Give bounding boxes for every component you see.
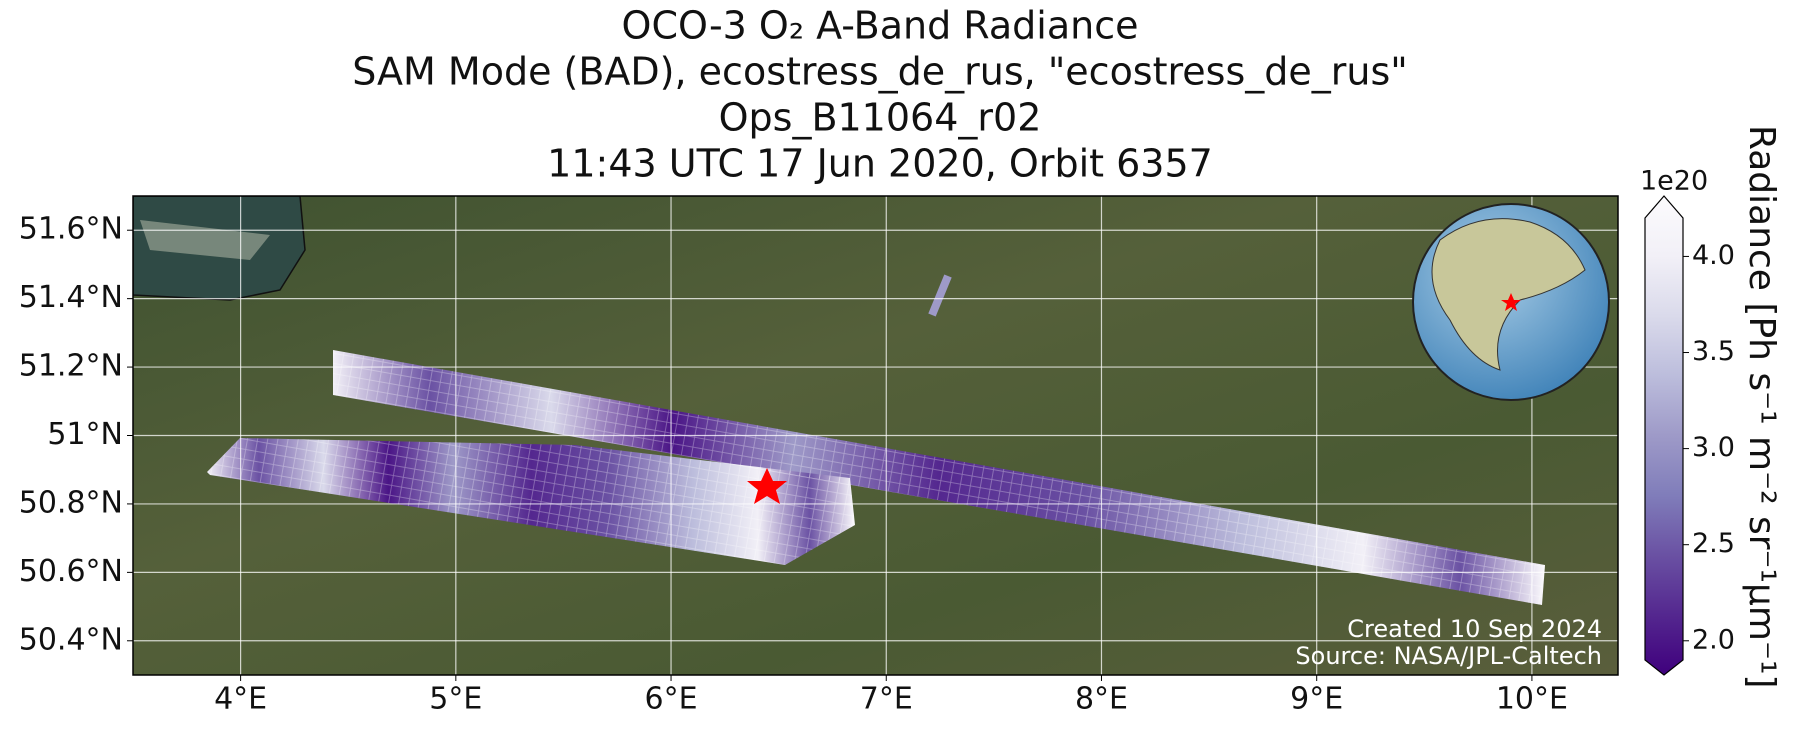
globe-star	[1501, 293, 1521, 311]
x-tick-label: 9°E	[1290, 682, 1343, 717]
x-tick-label: 8°E	[1075, 682, 1128, 717]
swath-cells	[207, 438, 855, 565]
colorbar: 1e20 Radiance [Ph s⁻¹ m⁻² sr⁻¹μm⁻¹] 2.0 2…	[1640, 125, 1782, 688]
target-star	[747, 468, 787, 504]
x-tick-label: 6°E	[645, 682, 698, 717]
y-tick-label: 50.4°N	[19, 622, 123, 657]
colorbar-body	[1644, 195, 1684, 676]
map-area	[133, 196, 1618, 675]
colorbar-label: Radiance [Ph s⁻¹ m⁻² sr⁻¹μm⁻¹]	[1741, 125, 1782, 688]
swath-fragment	[928, 274, 952, 317]
x-tick-label: 5°E	[429, 682, 482, 717]
title-line: OCO-3 O₂ A-Band Radiance	[622, 4, 1139, 48]
title-line: 11:43 UTC 17 Jun 2020, Orbit 6357	[547, 142, 1213, 186]
axis-ticks: 4°E 5°E 6°E 7°E 8°E 9°E 10°E 50.4°N 50.6°N 50.8°N…	[19, 212, 1568, 717]
credit-created: Created 10 Sep 2024	[1347, 615, 1602, 643]
title-line: SAM Mode (BAD), ecostress_de_rus, "ecost…	[352, 50, 1408, 94]
colorbar-exponent: 1e20	[1640, 166, 1708, 197]
globe-inset	[1412, 203, 1610, 401]
title-line: Ops_B11064_r02	[719, 96, 1042, 140]
colorbar-tick-label: 4.0	[1692, 240, 1735, 271]
colorbar-tick-label: 3.0	[1692, 432, 1735, 463]
x-tick-label: 7°E	[860, 682, 913, 717]
y-tick-label: 50.8°N	[19, 485, 123, 520]
y-tick-label: 50.6°N	[19, 554, 123, 589]
x-tick-label: 4°E	[214, 682, 267, 717]
y-tick-label: 51.2°N	[19, 349, 123, 384]
y-tick-label: 51.4°N	[19, 280, 123, 315]
y-tick-label: 51°N	[47, 417, 123, 452]
colorbar-tick-label: 2.5	[1692, 528, 1735, 559]
y-tick-label: 51.6°N	[19, 212, 123, 247]
colorbar-tick-label: 2.0	[1692, 624, 1735, 655]
credit-source: Source: NASA/JPL-Caltech	[1295, 642, 1602, 670]
colorbar-tick-label: 3.5	[1692, 336, 1735, 367]
x-tick-label: 10°E	[1496, 682, 1568, 717]
swath	[207, 274, 1545, 605]
swath-cells	[333, 350, 1545, 605]
grid	[133, 196, 1618, 675]
